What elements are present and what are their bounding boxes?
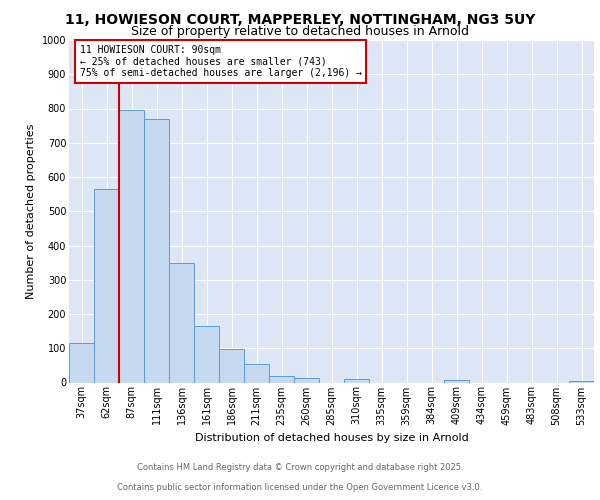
Bar (169, 262, 194, 382)
Bar (344, 379, 369, 382)
Bar (294, 378, 319, 382)
Text: 11, HOWIESON COURT, MAPPERLEY, NOTTINGHAM, NG3 5UY: 11, HOWIESON COURT, MAPPERLEY, NOTTINGHA… (65, 12, 535, 26)
Bar (94, 189, 119, 382)
Text: Contains HM Land Registry data © Crown copyright and database right 2025.: Contains HM Land Registry data © Crown c… (137, 464, 463, 472)
Text: 11 HOWIESON COURT: 90sqm
← 25% of detached houses are smaller (743)
75% of semi-: 11 HOWIESON COURT: 90sqm ← 25% of detach… (79, 45, 361, 78)
Y-axis label: Number of detached properties: Number of detached properties (26, 124, 36, 299)
Text: Size of property relative to detached houses in Arnold: Size of property relative to detached ho… (131, 25, 469, 38)
Bar (569, 381, 594, 382)
Bar (144, 119, 169, 382)
Text: Contains public sector information licensed under the Open Government Licence v3: Contains public sector information licen… (118, 484, 482, 492)
X-axis label: Distribution of detached houses by size in Arnold: Distribution of detached houses by size … (194, 433, 469, 443)
Bar (119, 110, 144, 382)
Bar (219, 349, 244, 382)
Bar (244, 364, 269, 382)
Bar (444, 380, 469, 382)
Bar (69, 343, 94, 382)
Bar (269, 376, 294, 382)
Bar (194, 326, 219, 382)
